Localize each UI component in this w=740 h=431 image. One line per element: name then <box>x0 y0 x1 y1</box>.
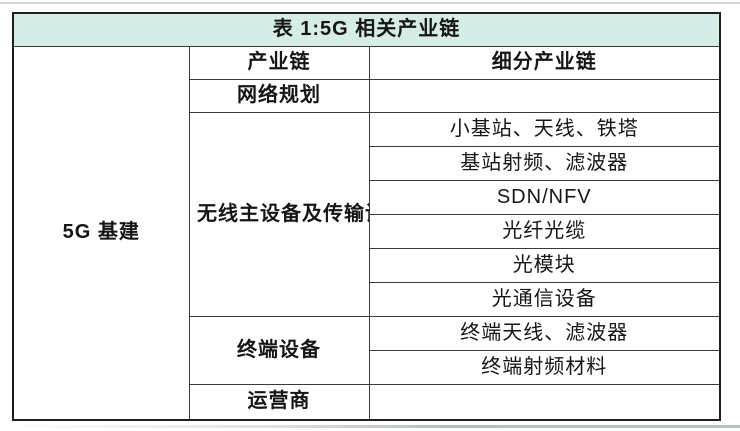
industry-chain-table: 表 1:5G 相关产业链 5G 基建 产业链 细分产业链 网络规划 无线主设备及… <box>12 12 721 421</box>
table-row: 网络规划 <box>13 78 721 113</box>
empty-cell <box>368 383 721 421</box>
group-label-network-planning: 网络规划 <box>188 78 370 113</box>
group-label-operators: 运营商 <box>188 383 370 421</box>
group-label-terminal-equipment: 终端设备 <box>188 315 370 385</box>
table-row: 光纤光缆 <box>13 213 721 249</box>
column-header-industry-chain: 产业链 <box>188 45 370 80</box>
title-row: 表 1:5G 相关产业链 <box>12 12 721 47</box>
row-header-5g-infrastructure: 5G 基建 <box>12 45 190 421</box>
sub-chain-item: 光通信设备 <box>368 281 721 317</box>
column-header-sub-chain: 细分产业链 <box>368 45 721 80</box>
table-row: 终端射频材料 <box>13 349 721 385</box>
sub-chain-item: 光纤光缆 <box>368 213 721 249</box>
sub-chain-item: 小基站、天线、铁塔 <box>368 111 721 147</box>
table-title: 表 1:5G 相关产业链 <box>12 12 721 47</box>
table-row: 光通信设备 <box>13 281 721 317</box>
scan-edge-top <box>0 2 740 4</box>
table-row: 运营商 <box>13 383 721 421</box>
scan-edge-bottom <box>0 425 740 428</box>
sub-chain-item: 基站射频、滤波器 <box>368 145 721 181</box>
sub-chain-item: SDN/NFV <box>368 179 721 215</box>
sub-chain-item: 终端射频材料 <box>368 349 721 385</box>
table-row: 5G 基建 产业链 细分产业链 <box>12 45 721 421</box>
group-label-text: 无线主设备及传输设备 <box>197 202 368 225</box>
table-row: SDN/NFV <box>13 179 721 215</box>
sub-chain-item: 终端天线、滤波器 <box>368 315 721 351</box>
group-label-wireless-main-and-transmission-equipment: 无线主设备及传输设备 <box>188 111 370 317</box>
empty-cell <box>368 78 721 113</box>
table-row: 终端设备 终端天线、滤波器 <box>13 315 721 385</box>
sub-chain-item: 光模块 <box>368 247 721 283</box>
